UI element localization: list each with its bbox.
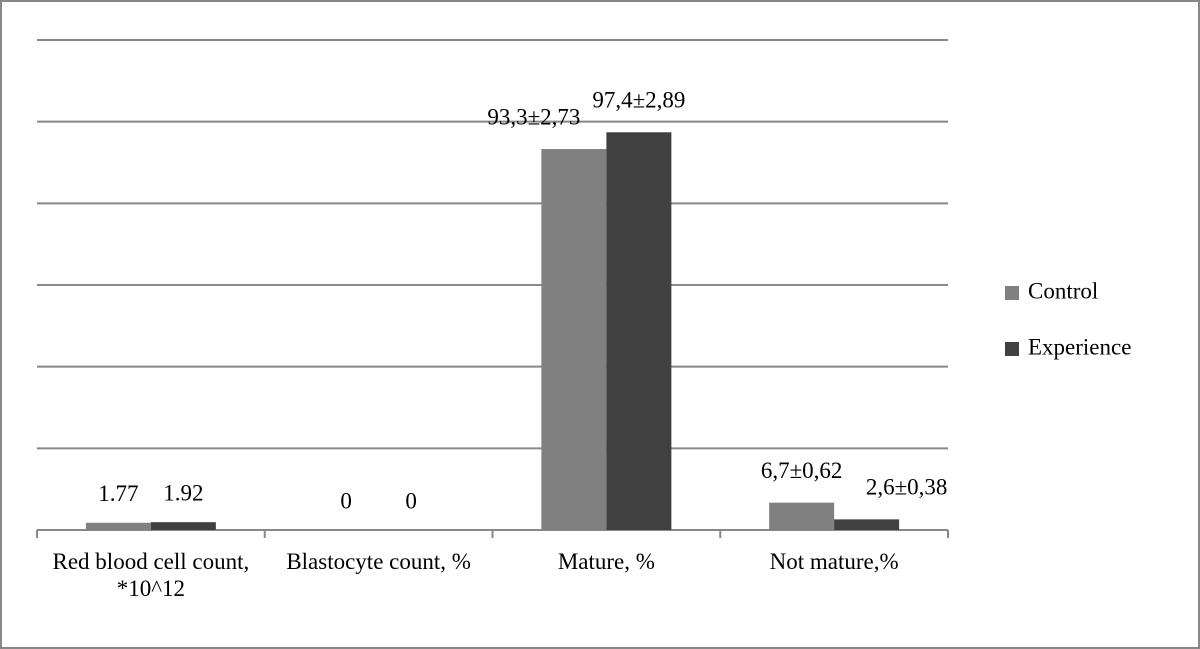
bar xyxy=(541,149,607,530)
bar xyxy=(85,522,151,530)
data-label: 1.92 xyxy=(163,480,203,505)
bar xyxy=(769,502,835,530)
legend-swatch xyxy=(1005,342,1019,356)
x-tick-label: Mature, % xyxy=(557,549,655,574)
bar xyxy=(150,522,216,530)
legend-swatch xyxy=(1005,286,1019,300)
data-label: 0 xyxy=(405,488,417,513)
data-label: 93,3±2,73 xyxy=(487,104,580,129)
x-tick-label: Red blood cell count, *10^12 xyxy=(52,549,250,601)
data-label: 6,7±0,62 xyxy=(761,458,843,483)
x-tick-label: Not mature,% xyxy=(769,549,899,574)
legend-label: Control xyxy=(1028,278,1098,303)
legend-label: Experience xyxy=(1028,334,1131,359)
data-label: 1.77 xyxy=(98,481,138,506)
bar xyxy=(834,519,900,530)
data-label: 97,4±2,89 xyxy=(592,88,685,113)
data-label: 2,6±0,38 xyxy=(866,475,948,500)
data-label: 0 xyxy=(340,488,352,513)
x-tick-label: Blastocyte count, % xyxy=(286,549,471,574)
bar xyxy=(606,132,672,531)
